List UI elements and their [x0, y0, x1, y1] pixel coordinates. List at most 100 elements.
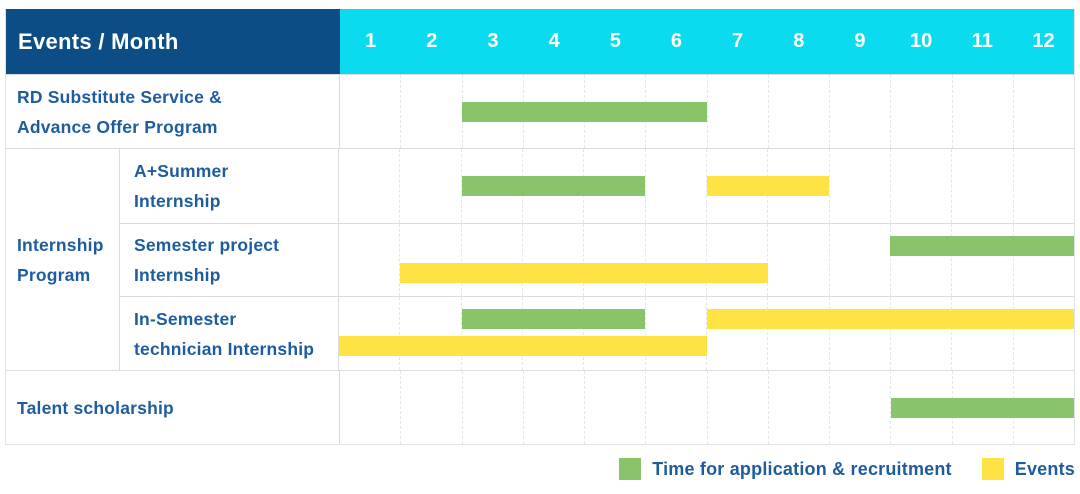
- month-cell: [1012, 223, 1074, 297]
- table-subrow: Semester project Internship: [120, 222, 1074, 297]
- month-cell: [521, 297, 583, 370]
- month-header-cell: 11: [971, 30, 993, 52]
- month-cell: [705, 149, 767, 223]
- month-cell: [339, 224, 399, 297]
- month-cell: [828, 223, 890, 297]
- legend-item-events: Events: [981, 458, 1075, 480]
- gantt-bar-yellow: [706, 309, 1074, 330]
- month-header-cell: 12: [1032, 30, 1055, 52]
- month-cell: [583, 223, 644, 297]
- month-cell: [767, 297, 828, 370]
- month-cell: [400, 75, 461, 148]
- month-cell: [767, 75, 829, 148]
- month-cell: [951, 75, 1013, 148]
- month-header-cell: 7: [732, 30, 744, 52]
- gantt-bar-green: [890, 398, 1074, 418]
- row-label-line: A+Summer: [134, 160, 229, 181]
- gantt-bar-green: [890, 235, 1074, 256]
- group-row: Internship Program A+Summer Internship Semes…: [6, 148, 1074, 370]
- month-cell: [644, 149, 706, 223]
- month-cell: [706, 75, 768, 148]
- month-cell: [767, 223, 828, 297]
- legend-item-application-recruitment: Time for application & recruitment: [619, 458, 952, 480]
- table-header-title: Events / Month: [6, 9, 340, 74]
- month-cell: [705, 223, 767, 297]
- months-grid: [339, 297, 1074, 370]
- subrow-label: Semester project Internship: [120, 223, 339, 297]
- group-subrows: A+Summer Internship Semester project Intern…: [120, 149, 1074, 370]
- subrow-label: In-Semester technician Internship: [120, 297, 339, 370]
- months-grid: [339, 149, 1074, 223]
- month-cell: [460, 297, 522, 370]
- month-cell: [339, 297, 399, 370]
- month-cell: [767, 371, 829, 444]
- yellow-swatch-icon: [981, 458, 1004, 480]
- month-cell: [460, 149, 522, 223]
- month-header-cell: 3: [487, 30, 499, 52]
- month-cell: [1012, 149, 1074, 223]
- row-label-line: technician Internship: [134, 338, 315, 359]
- table-body: RD Substitute Service & Advance Offer Pro…: [6, 74, 1074, 444]
- month-header-cell: 10: [910, 30, 933, 52]
- green-swatch-icon: [619, 458, 642, 480]
- month-cell: [889, 223, 951, 297]
- month-cell: [644, 297, 706, 370]
- table-header-row: Events / Month 1 2 3 4 5 6 7 8 9 10 11 12: [6, 9, 1074, 74]
- month-cell: [584, 371, 645, 444]
- month-header-cell: 2: [426, 30, 438, 52]
- legend: Time for application & recruitment Event…: [0, 458, 1075, 480]
- month-cell: [951, 297, 1012, 370]
- gantt-bar-yellow: [400, 262, 768, 283]
- months-grid: [340, 75, 1074, 148]
- gantt-bar-green: [461, 176, 646, 196]
- row-label-line: In-Semester: [134, 308, 237, 329]
- month-cell: [461, 75, 523, 148]
- month-header-cell: 9: [854, 30, 866, 52]
- month-cell: [889, 149, 951, 223]
- month-cell: [829, 75, 890, 148]
- gantt-bar-green: [461, 309, 646, 330]
- row-label-line: RD Substitute Service &: [17, 86, 222, 107]
- month-cell: [340, 75, 400, 148]
- month-cell: [521, 223, 583, 297]
- month-cell: [890, 75, 951, 148]
- month-cell: [1012, 75, 1074, 148]
- row-label-line: Talent scholarship: [17, 397, 174, 418]
- subrow-label: A+Summer Internship: [120, 149, 339, 223]
- gantt-bar-yellow: [706, 176, 829, 196]
- months-grid: [340, 371, 1074, 444]
- month-cell: [644, 223, 706, 297]
- row-label-line: Program: [17, 264, 91, 285]
- month-cell: [645, 371, 706, 444]
- month-cell: [705, 297, 767, 370]
- row-label: RD Substitute Service & Advance Offer Pro…: [6, 75, 340, 148]
- row-label-line: Internship: [134, 190, 221, 211]
- month-header-cell: 6: [670, 30, 682, 52]
- row-label-line: Semester project: [134, 234, 280, 255]
- row-label-line: Advance Offer Program: [17, 116, 218, 137]
- month-cell: [828, 297, 890, 370]
- month-cell: [522, 371, 584, 444]
- table-subrow: A+Summer Internship: [120, 149, 1074, 223]
- legend-label: Time for application & recruitment: [652, 458, 952, 479]
- month-cell: [889, 297, 951, 370]
- month-cell: [583, 297, 644, 370]
- month-cell: [951, 223, 1012, 297]
- month-cell: [951, 149, 1012, 223]
- legend-label: Events: [1014, 458, 1075, 479]
- month-header-cell: 8: [793, 30, 805, 52]
- month-cell: [399, 223, 460, 297]
- month-cell: [340, 371, 400, 444]
- table-row: Talent scholarship: [6, 370, 1074, 444]
- table-row: RD Substitute Service & Advance Offer Pro…: [6, 74, 1074, 148]
- month-cell: [1012, 297, 1074, 370]
- table-subrow: In-Semester technician Internship: [120, 296, 1074, 370]
- month-cell: [706, 371, 768, 444]
- month-cell: [339, 149, 399, 223]
- row-label-line: Internship: [17, 234, 104, 255]
- months-header: 1 2 3 4 5 6 7 8 9 10 11 12: [340, 9, 1074, 74]
- month-cell: [400, 371, 461, 444]
- month-header-cell: 4: [548, 30, 560, 52]
- row-label: Talent scholarship: [6, 371, 340, 444]
